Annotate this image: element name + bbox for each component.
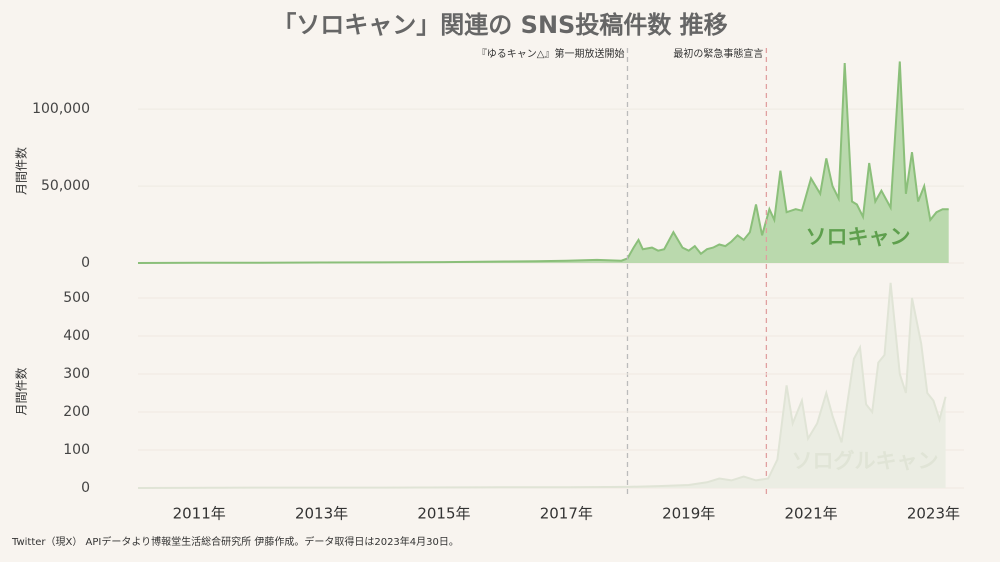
y-tick-label: 0 xyxy=(81,480,90,496)
series-label: ソロキャン xyxy=(806,225,911,249)
source-note: Twitter（現X） APIデータより博報堂生活総合研究所 伊藤作成。データ取… xyxy=(11,535,459,548)
area-line xyxy=(137,61,949,264)
area-line xyxy=(137,282,947,489)
chart-title: 「ソロキャン」関連の SNS投稿件数 推移 xyxy=(272,11,727,39)
x-tick-label: 2019年 xyxy=(662,505,715,523)
y-tick-label: 50,000 xyxy=(41,178,90,194)
event-label: 『ゆるキャン△』第一期放送開始 xyxy=(477,47,625,60)
x-tick-label: 2015年 xyxy=(417,505,470,523)
y-tick-label: 500 xyxy=(63,290,90,306)
y-tick-label: 200 xyxy=(63,404,90,420)
y-tick-label: 0 xyxy=(81,255,90,271)
x-tick-label: 2021年 xyxy=(784,505,837,523)
y-tick-label: 100 xyxy=(63,442,90,458)
x-tick-label: 2011年 xyxy=(173,505,226,523)
y-tick-label: 400 xyxy=(63,328,90,344)
y-axis-label: 月間件数 xyxy=(14,367,29,415)
x-tick-label: 2023年 xyxy=(907,505,960,523)
series-label: ソログルキャン xyxy=(792,449,939,473)
area-fill xyxy=(138,282,946,488)
y-tick-label: 300 xyxy=(63,366,90,382)
y-axis-label: 月間件数 xyxy=(14,147,29,195)
area-fill xyxy=(138,61,949,263)
x-tick-label: 2013年 xyxy=(295,505,348,523)
event-label: 最初の緊急事態宣言 xyxy=(673,47,763,60)
x-tick-label: 2017年 xyxy=(540,505,593,523)
y-tick-label: 100,000 xyxy=(32,101,90,117)
